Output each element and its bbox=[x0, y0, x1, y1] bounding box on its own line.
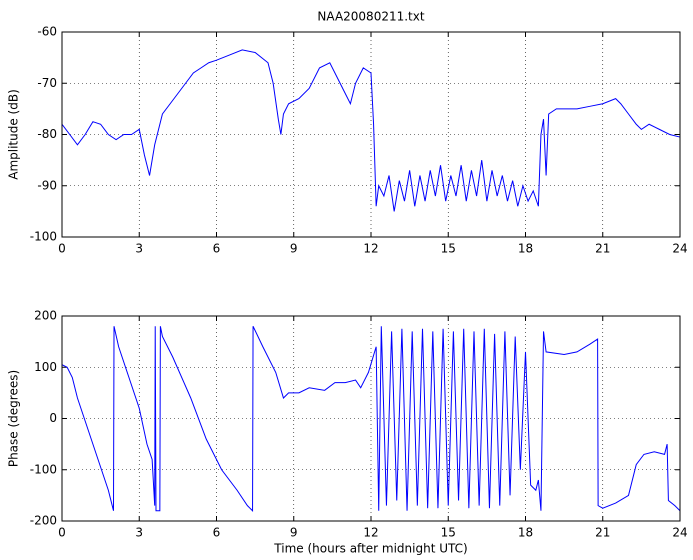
y-tick-label: 100 bbox=[34, 360, 57, 374]
x-tick-label: 18 bbox=[518, 526, 533, 540]
x-tick-label: 6 bbox=[213, 526, 221, 540]
x-tick-label: 18 bbox=[518, 242, 533, 256]
x-tick-label: 0 bbox=[58, 242, 66, 256]
x-tick-label: 9 bbox=[290, 526, 298, 540]
x-tick-label: 6 bbox=[213, 242, 221, 256]
y-tick-label: 200 bbox=[34, 309, 57, 323]
x-tick-label: 24 bbox=[672, 242, 687, 256]
y-axis-label: Amplitude (dB) bbox=[7, 89, 21, 180]
y-tick-label: -90 bbox=[37, 178, 57, 192]
y-tick-label: -60 bbox=[37, 25, 57, 39]
y-tick-label: 0 bbox=[49, 411, 57, 425]
x-axis-label: Time (hours after midnight UTC) bbox=[273, 542, 467, 556]
y-tick-label: -100 bbox=[30, 462, 57, 476]
x-tick-label: 24 bbox=[672, 526, 687, 540]
x-tick-label: 3 bbox=[135, 526, 143, 540]
axes-frame bbox=[61, 31, 681, 238]
axes-frame bbox=[61, 315, 681, 522]
x-tick-label: 12 bbox=[363, 526, 378, 540]
data-line bbox=[61, 326, 681, 512]
y-tick-label: -200 bbox=[30, 514, 57, 528]
x-tick-label: 21 bbox=[595, 242, 610, 256]
x-tick-label: 0 bbox=[58, 526, 66, 540]
y-tick-label: -70 bbox=[37, 76, 57, 90]
x-tick-label: 15 bbox=[441, 242, 456, 256]
y-tick-label: -100 bbox=[30, 230, 57, 244]
x-tick-label: 3 bbox=[135, 242, 143, 256]
y-tick-label: -80 bbox=[37, 127, 57, 141]
y-axis-label: Phase (degrees) bbox=[7, 370, 21, 467]
data-line bbox=[61, 49, 681, 212]
x-tick-label: 9 bbox=[290, 242, 298, 256]
x-tick-label: 12 bbox=[363, 242, 378, 256]
x-tick-label: 15 bbox=[441, 526, 456, 540]
chart-title: NAA20080211.txt bbox=[317, 10, 424, 24]
x-tick-label: 21 bbox=[595, 526, 610, 540]
